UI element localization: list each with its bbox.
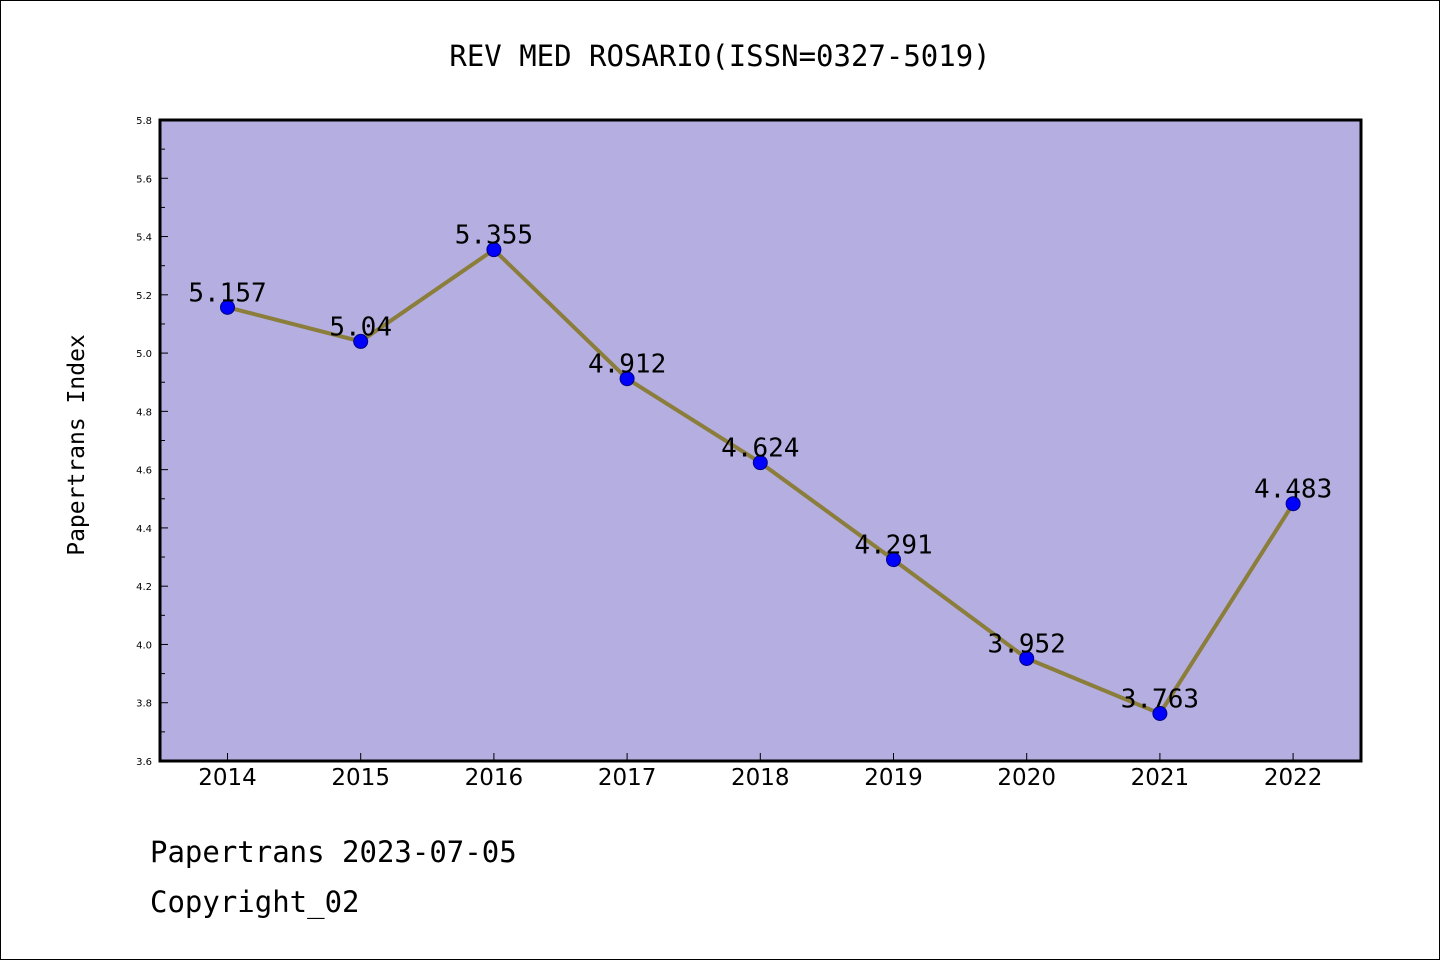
x-tick-label: 2014 [198, 765, 257, 791]
y-tick-label: 4.6 [136, 466, 152, 477]
data-label: 3.763 [1121, 685, 1199, 715]
data-point [619, 371, 635, 387]
y-tick-label: 3.6 [136, 757, 152, 768]
x-tick-label: 2020 [997, 765, 1056, 791]
y-tick-label: 5.4 [136, 233, 152, 244]
data-point [353, 333, 369, 349]
data-label: 4.624 [721, 434, 799, 464]
data-label: 4.483 [1254, 475, 1332, 505]
data-point [220, 299, 235, 315]
y-tick-label: 4.0 [136, 640, 152, 651]
x-tick-label: 2015 [331, 765, 390, 791]
footer-date: Papertrans 2023-07-05 [150, 835, 517, 869]
y-tick-label: 5.6 [136, 174, 152, 185]
data-label: 5.157 [188, 278, 266, 308]
data-point [486, 242, 502, 258]
series: 5.157 5.04 5.355 4.912 4.624 4.291 3.952 3.763 4… [188, 221, 1332, 722]
x-tick-label: 2022 [1264, 765, 1323, 791]
data-label: 3.952 [988, 629, 1066, 659]
footer-copyright: Copyright_02 [150, 885, 360, 919]
y-tick-label: 3.8 [136, 699, 152, 710]
y-tick-label: 5.8 [136, 116, 152, 127]
y-tick-label: 4.8 [136, 407, 152, 418]
data-point [1152, 706, 1168, 722]
x-tick-label: 2021 [1131, 765, 1190, 791]
y-axis: 3.6 3.8 4.0 4.2 4.4 4.6 4.8 5.0 5.2 5.4 5.6 5.8 [136, 116, 168, 768]
data-point [1019, 650, 1035, 666]
y-tick-label: 4.4 [136, 524, 152, 535]
chart-title: REV MED ROSARIO(ISSN=0327-5019) [449, 39, 990, 73]
x-tick-label: 2018 [731, 765, 790, 791]
data-label: 5.355 [455, 221, 533, 251]
data-point [752, 455, 768, 471]
x-tick-label: 2017 [598, 765, 657, 791]
plot-area [158, 118, 1363, 763]
data-label: 5.04 [329, 312, 392, 342]
x-axis: 2014 2015 2016 2017 2018 2019 2020 2021 2022 [198, 753, 1322, 791]
data-point [1285, 496, 1301, 512]
y-tick-label: 4.2 [136, 582, 152, 593]
data-point [886, 552, 901, 568]
x-tick-label: 2016 [465, 765, 524, 791]
y-tick-label: 5.0 [136, 349, 152, 360]
y-tick-label: 5.2 [136, 291, 152, 302]
data-label: 4.291 [854, 531, 932, 561]
x-tick-label: 2019 [864, 765, 923, 791]
y-axis-label: Papertrans Index [64, 334, 90, 556]
data-label: 4.912 [588, 350, 666, 380]
